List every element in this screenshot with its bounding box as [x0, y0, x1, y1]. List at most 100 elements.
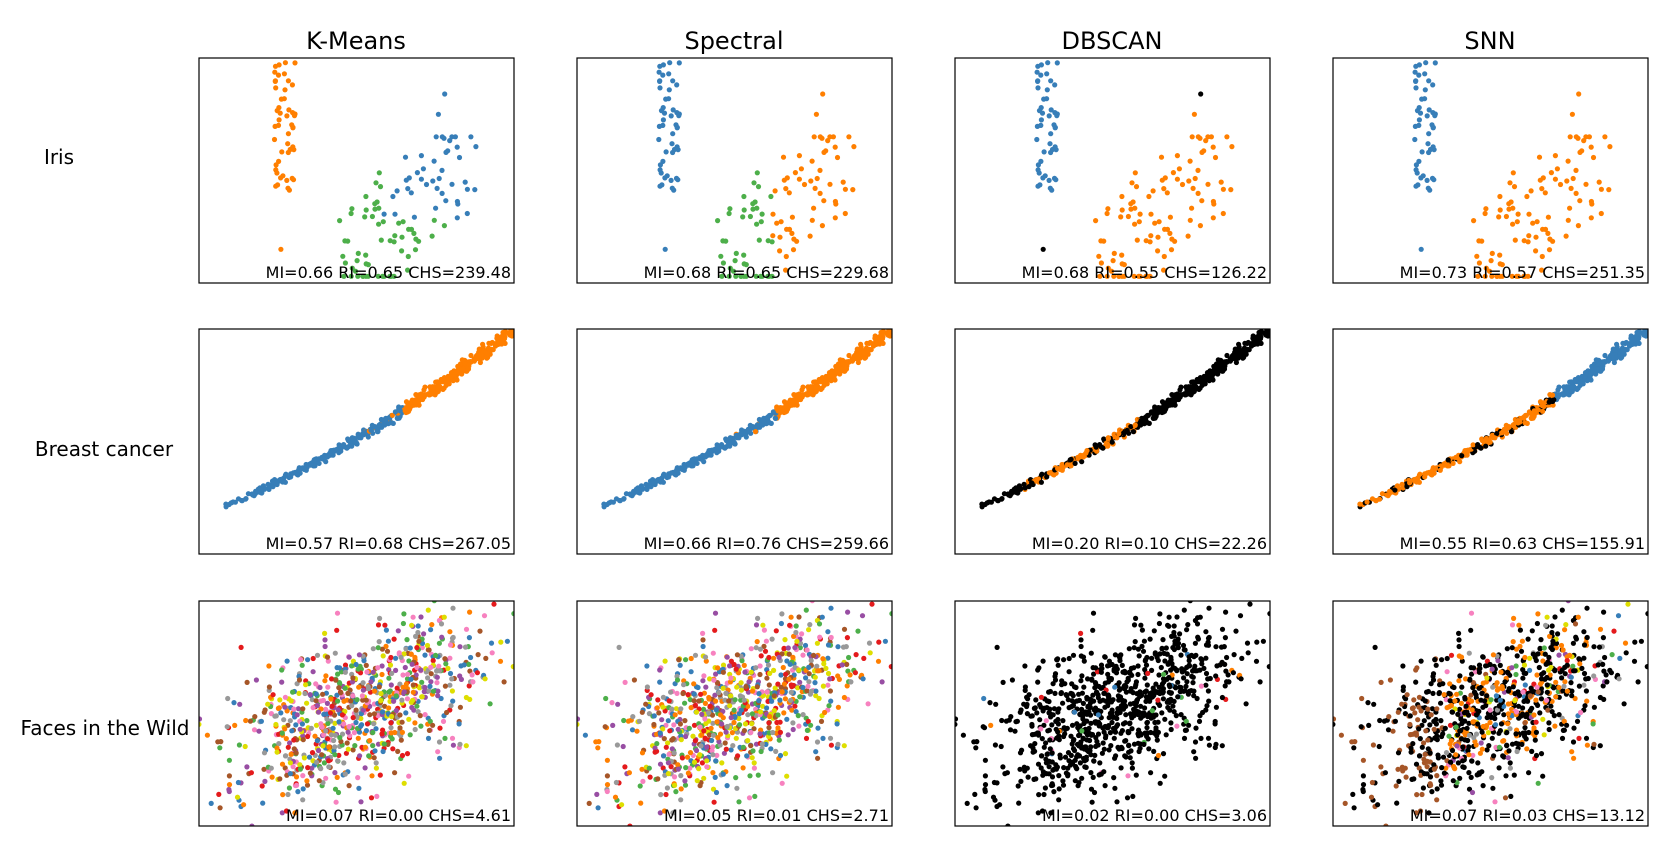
data-point — [1156, 672, 1162, 678]
data-point — [1038, 122, 1044, 128]
data-point — [1099, 750, 1105, 756]
data-point — [837, 357, 843, 363]
data-point — [1262, 331, 1268, 337]
data-point — [289, 122, 295, 128]
data-point — [787, 661, 793, 667]
data-point — [412, 720, 418, 726]
data-point — [1035, 78, 1041, 84]
data-point — [387, 662, 394, 668]
data-point — [1593, 371, 1599, 377]
data-point — [342, 238, 348, 244]
data-point — [809, 217, 815, 223]
data-point — [401, 407, 407, 413]
data-point — [425, 735, 432, 742]
data-point — [370, 743, 376, 749]
data-point — [675, 177, 681, 183]
data-point — [1494, 273, 1500, 279]
data-point — [1547, 236, 1553, 242]
data-point — [661, 753, 667, 759]
data-point — [819, 223, 826, 229]
data-point — [345, 746, 351, 752]
data-point — [714, 752, 720, 759]
data-point — [1569, 111, 1575, 117]
data-point — [1422, 474, 1428, 480]
data-point — [261, 766, 267, 772]
data-point — [726, 698, 732, 704]
data-point — [820, 91, 826, 97]
data-point — [323, 459, 329, 465]
data-point — [738, 431, 744, 437]
data-point — [335, 758, 341, 764]
data-point — [1158, 154, 1165, 160]
data-point — [435, 388, 441, 394]
data-point — [1098, 238, 1104, 244]
data-point — [827, 676, 833, 682]
data-point — [790, 247, 797, 253]
panel-frame — [198, 57, 515, 284]
data-point — [273, 162, 279, 168]
data-point — [816, 621, 823, 627]
data-point — [808, 688, 815, 694]
data-point — [1150, 188, 1156, 194]
data-point — [851, 144, 857, 150]
data-point — [382, 703, 388, 709]
data-point — [363, 697, 369, 703]
data-point — [710, 744, 716, 750]
data-point — [750, 748, 756, 754]
data-point — [1245, 650, 1251, 656]
data-point — [1186, 384, 1192, 391]
data-point — [1195, 634, 1201, 640]
data-point — [1142, 705, 1148, 711]
data-point — [789, 214, 796, 220]
data-point — [295, 706, 301, 712]
data-point — [285, 791, 291, 798]
data-point — [1077, 732, 1083, 738]
data-point — [733, 666, 739, 672]
data-point — [449, 134, 455, 140]
data-point — [764, 689, 770, 695]
data-point — [417, 713, 423, 719]
data-point — [404, 696, 410, 702]
data-point — [1015, 783, 1021, 789]
data-point — [1129, 760, 1135, 766]
data-point — [378, 237, 384, 243]
data-point — [656, 710, 662, 716]
data-point — [1168, 399, 1174, 405]
data-point — [1629, 337, 1635, 343]
data-point — [435, 693, 441, 699]
data-point — [693, 709, 700, 715]
data-point — [733, 775, 739, 781]
data-point — [243, 717, 249, 724]
data-point — [235, 779, 241, 786]
data-point — [1054, 60, 1060, 66]
data-point — [431, 217, 437, 223]
data-point — [363, 252, 369, 258]
data-point — [757, 646, 764, 652]
data-point — [373, 760, 379, 766]
data-point — [391, 239, 397, 245]
data-point — [813, 388, 819, 394]
data-point — [1413, 85, 1419, 91]
data-point — [796, 723, 802, 729]
data-point — [818, 386, 824, 392]
data-point — [353, 439, 359, 445]
data-point — [342, 260, 348, 266]
data-point — [282, 479, 288, 485]
data-point — [498, 639, 504, 645]
data-point — [1530, 220, 1536, 226]
data-point — [845, 609, 851, 615]
data-point — [1161, 267, 1167, 273]
data-point — [1105, 663, 1111, 669]
data-point — [734, 684, 740, 690]
data-point — [328, 732, 334, 738]
data-point — [972, 791, 978, 798]
data-point — [1575, 223, 1581, 229]
data-point — [817, 167, 823, 173]
data-point — [305, 657, 311, 663]
data-point — [1413, 167, 1419, 173]
data-point — [1210, 144, 1216, 150]
data-point — [351, 730, 357, 736]
data-point — [700, 643, 706, 650]
data-point — [417, 685, 423, 691]
data-point — [329, 703, 335, 709]
